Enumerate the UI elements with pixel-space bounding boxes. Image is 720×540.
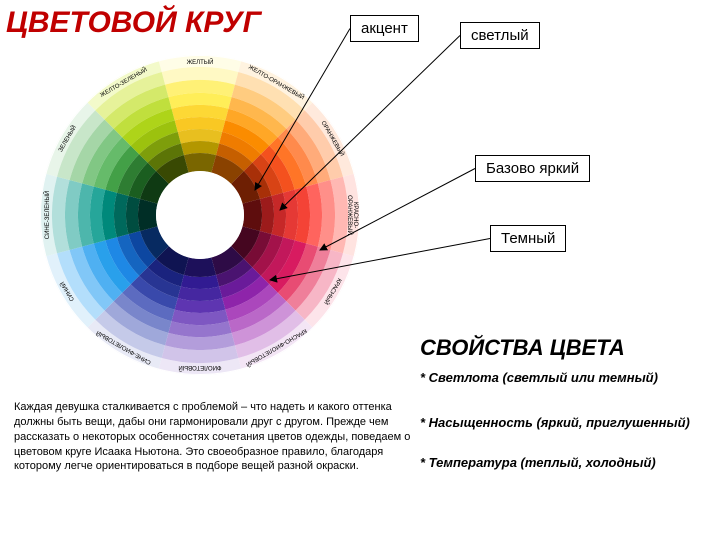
property-item: * Насыщенность (яркий, приглушенный) — [420, 415, 690, 430]
page-title: ЦВЕТОВОЙ КРУГ — [6, 6, 261, 40]
color-wheel: ЖЕЛТЫЙЖЕЛТО-ОРАНЖЕВЫЙОРАНЖЕВЫЙКРАСНО-ОРА… — [40, 55, 360, 375]
sector-label: ЖЕЛТЫЙ — [187, 60, 214, 66]
callout-bright: Базово яркий — [475, 155, 590, 182]
callout-light: светлый — [460, 22, 540, 49]
sector-label: КРАСНО-ОРАНЖЕВЫЙ — [346, 195, 358, 235]
callout-accent: акцент — [350, 15, 419, 42]
sector-label: ФИОЛЕТОВЫЙ — [178, 364, 221, 370]
properties-title: СВОЙСТВА ЦВЕТА — [420, 335, 625, 361]
property-item: * Температура (теплый, холодный) — [420, 455, 656, 470]
property-item: * Светлота (светлый или темный) — [420, 370, 658, 385]
body-text: Каждая девушка сталкивается с проблемой … — [14, 400, 414, 474]
callout-dark: Темный — [490, 225, 566, 252]
sector-label: СИНЕ-ЗЕЛЕНЫЙ — [45, 191, 51, 240]
